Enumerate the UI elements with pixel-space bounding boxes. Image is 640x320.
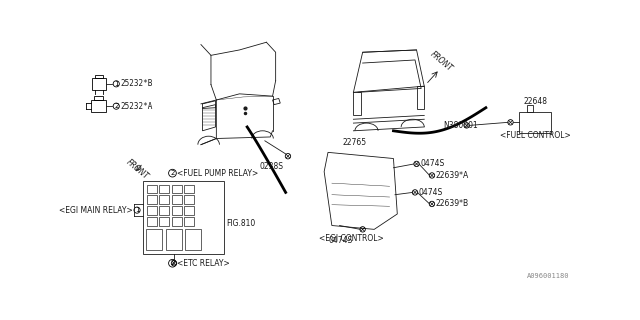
- Bar: [147, 206, 157, 215]
- Text: 0474S: 0474S: [329, 236, 353, 244]
- Text: 22639*B: 22639*B: [436, 199, 469, 208]
- Bar: [172, 196, 182, 204]
- Bar: [527, 105, 533, 112]
- Bar: [143, 181, 224, 254]
- Bar: [184, 206, 194, 215]
- Text: <EGI CONTROL>: <EGI CONTROL>: [319, 234, 383, 243]
- Bar: [417, 86, 424, 109]
- Text: A096001180: A096001180: [527, 273, 569, 279]
- Text: 0474S: 0474S: [420, 159, 445, 168]
- Bar: [172, 206, 182, 215]
- Text: <FUEL CONTROL>: <FUEL CONTROL>: [500, 132, 570, 140]
- Text: 1: 1: [114, 81, 118, 87]
- Bar: [159, 217, 170, 226]
- Bar: [172, 217, 182, 226]
- Text: 25232*B: 25232*B: [120, 79, 152, 88]
- Bar: [147, 228, 163, 250]
- Text: 0474S: 0474S: [419, 188, 443, 197]
- Bar: [94, 96, 103, 100]
- Text: 2: 2: [114, 103, 118, 109]
- Text: FIG.810: FIG.810: [227, 219, 255, 228]
- Bar: [184, 217, 194, 226]
- Bar: [184, 196, 194, 204]
- Bar: [91, 100, 106, 112]
- Text: <EGI MAIN RELAY>: <EGI MAIN RELAY>: [59, 206, 132, 215]
- Bar: [159, 196, 170, 204]
- Bar: [172, 185, 182, 193]
- Bar: [147, 185, 157, 193]
- Text: FRONT: FRONT: [124, 157, 150, 181]
- Bar: [95, 75, 103, 78]
- Bar: [519, 112, 551, 133]
- Text: 2: 2: [170, 170, 175, 176]
- Bar: [147, 196, 157, 204]
- Text: 0238S: 0238S: [259, 162, 283, 172]
- Bar: [159, 185, 170, 193]
- Text: 22639*A: 22639*A: [436, 171, 469, 180]
- Bar: [92, 78, 106, 90]
- Text: 25232*A: 25232*A: [120, 102, 152, 111]
- Text: <FUEL PUMP RELAY>: <FUEL PUMP RELAY>: [177, 169, 259, 178]
- Text: 1: 1: [135, 207, 140, 213]
- Bar: [166, 228, 182, 250]
- Bar: [147, 217, 157, 226]
- Text: FRONT: FRONT: [428, 50, 454, 74]
- Text: 22765: 22765: [343, 138, 367, 147]
- Text: <ETC RELAY>: <ETC RELAY>: [177, 259, 230, 268]
- Bar: [184, 185, 194, 193]
- Text: 2: 2: [170, 260, 175, 266]
- Bar: [159, 206, 170, 215]
- Text: 22648: 22648: [523, 97, 547, 106]
- Text: N380001: N380001: [444, 121, 478, 130]
- Bar: [353, 92, 361, 116]
- Bar: [185, 228, 201, 250]
